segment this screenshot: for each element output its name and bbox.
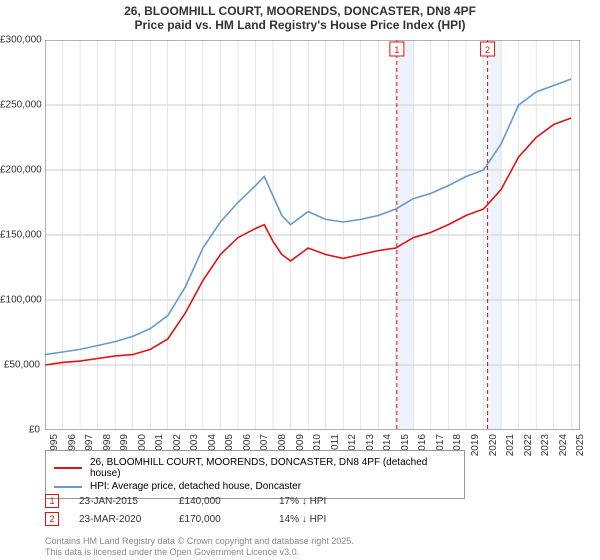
marker-date: 23-JAN-2015 (79, 496, 179, 507)
marker-id-box: 2 (45, 512, 59, 526)
legend-item: 26, BLOOMHILL COURT, MOORENDS, DONCASTER… (54, 457, 456, 479)
chart-area: 12 (45, 40, 580, 430)
svg-text:2: 2 (485, 45, 490, 55)
marker-date: 23-MAR-2020 (79, 514, 179, 525)
marker-table: 1 23-JAN-2015 £140,000 17% ↓ HPI 2 23-MA… (45, 492, 379, 528)
y-tick-label: £0 (0, 425, 40, 436)
y-tick-label: £100,000 (0, 295, 40, 306)
marker-id: 2 (49, 514, 54, 524)
x-tick-label: 2025 (575, 434, 600, 456)
footer: Contains HM Land Registry data © Crown c… (45, 536, 354, 558)
marker-pct: 17% ↓ HPI (279, 496, 379, 507)
svg-text:1: 1 (394, 45, 399, 55)
marker-pct: 14% ↓ HPI (279, 514, 379, 525)
title-line-2: Price paid vs. HM Land Registry's House … (0, 18, 600, 32)
y-tick-label: £300,000 (0, 35, 40, 46)
chart-container: 26, BLOOMHILL COURT, MOORENDS, DONCASTER… (0, 0, 600, 560)
marker-id-box: 1 (45, 494, 59, 508)
footer-line-2: This data is licensed under the Open Gov… (45, 547, 354, 558)
marker-row: 2 23-MAR-2020 £170,000 14% ↓ HPI (45, 510, 379, 528)
y-tick-label: £250,000 (0, 100, 40, 111)
marker-price: £170,000 (179, 514, 279, 525)
legend-swatch (54, 486, 82, 488)
marker-id: 1 (49, 496, 54, 506)
marker-price: £140,000 (179, 496, 279, 507)
marker-row: 1 23-JAN-2015 £140,000 17% ↓ HPI (45, 492, 379, 510)
y-tick-label: £50,000 (0, 360, 40, 371)
y-tick-label: £200,000 (0, 165, 40, 176)
legend-item: HPI: Average price, detached house, Donc… (54, 481, 456, 492)
footer-line-1: Contains HM Land Registry data © Crown c… (45, 536, 354, 547)
legend-label: HPI: Average price, detached house, Donc… (90, 481, 301, 492)
chart-svg: 12 (45, 40, 580, 430)
title-line-1: 26, BLOOMHILL COURT, MOORENDS, DONCASTER… (0, 4, 600, 18)
title-block: 26, BLOOMHILL COURT, MOORENDS, DONCASTER… (0, 0, 600, 34)
legend-swatch (54, 467, 82, 469)
legend-label: 26, BLOOMHILL COURT, MOORENDS, DONCASTER… (90, 457, 456, 479)
y-tick-label: £150,000 (0, 230, 40, 241)
